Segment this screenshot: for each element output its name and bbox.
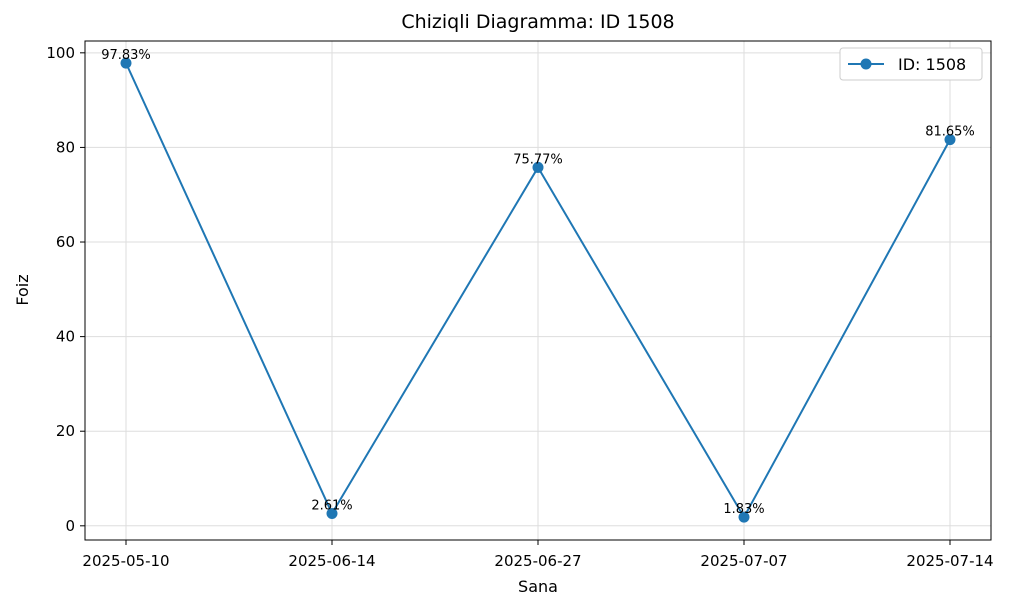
data-point — [532, 161, 544, 173]
chart-title: Chiziqli Diagramma: ID 1508 — [401, 11, 674, 33]
data-label: 81.65% — [925, 125, 975, 140]
data-point — [738, 511, 750, 523]
series-layer: 97.83% 2.61% 75.77% 1.83% 81.65% — [101, 48, 975, 523]
data-label: 1.83% — [723, 502, 764, 517]
data-point — [944, 134, 956, 146]
x-axis-label: Sana — [518, 577, 558, 596]
x-tick-label: 2025-06-27 — [494, 552, 581, 570]
data-point — [326, 507, 338, 519]
y-tick-label: 20 — [56, 422, 75, 440]
data-label: 2.61% — [311, 498, 352, 513]
legend-label: ID: 1508 — [898, 55, 966, 74]
data-label: 75.77% — [513, 152, 563, 167]
y-tick-label: 100 — [46, 44, 75, 62]
legend-box — [839, 47, 983, 81]
legend: ID: 1508 — [839, 47, 983, 81]
data-label: 97.83% — [101, 48, 151, 63]
legend-marker-swatch — [860, 58, 872, 70]
y-tick-label: 0 — [65, 517, 75, 535]
x-tick-label: 2025-07-07 — [700, 552, 787, 570]
y-tick-label: 60 — [56, 233, 75, 251]
y-tick-label: 40 — [56, 328, 75, 346]
axis-layer: 0 20 40 60 80 100 2025-05-10 2025-06-14 2025-06-… — [46, 44, 993, 570]
grid-layer — [85, 41, 991, 540]
x-tick-label: 2025-07-14 — [906, 552, 993, 570]
y-axis-label: Foiz — [13, 274, 32, 305]
data-point — [120, 57, 132, 69]
x-tick-label: 2025-05-10 — [82, 552, 169, 570]
y-tick-label: 80 — [56, 138, 75, 156]
x-tick-label: 2025-06-14 — [288, 552, 375, 570]
